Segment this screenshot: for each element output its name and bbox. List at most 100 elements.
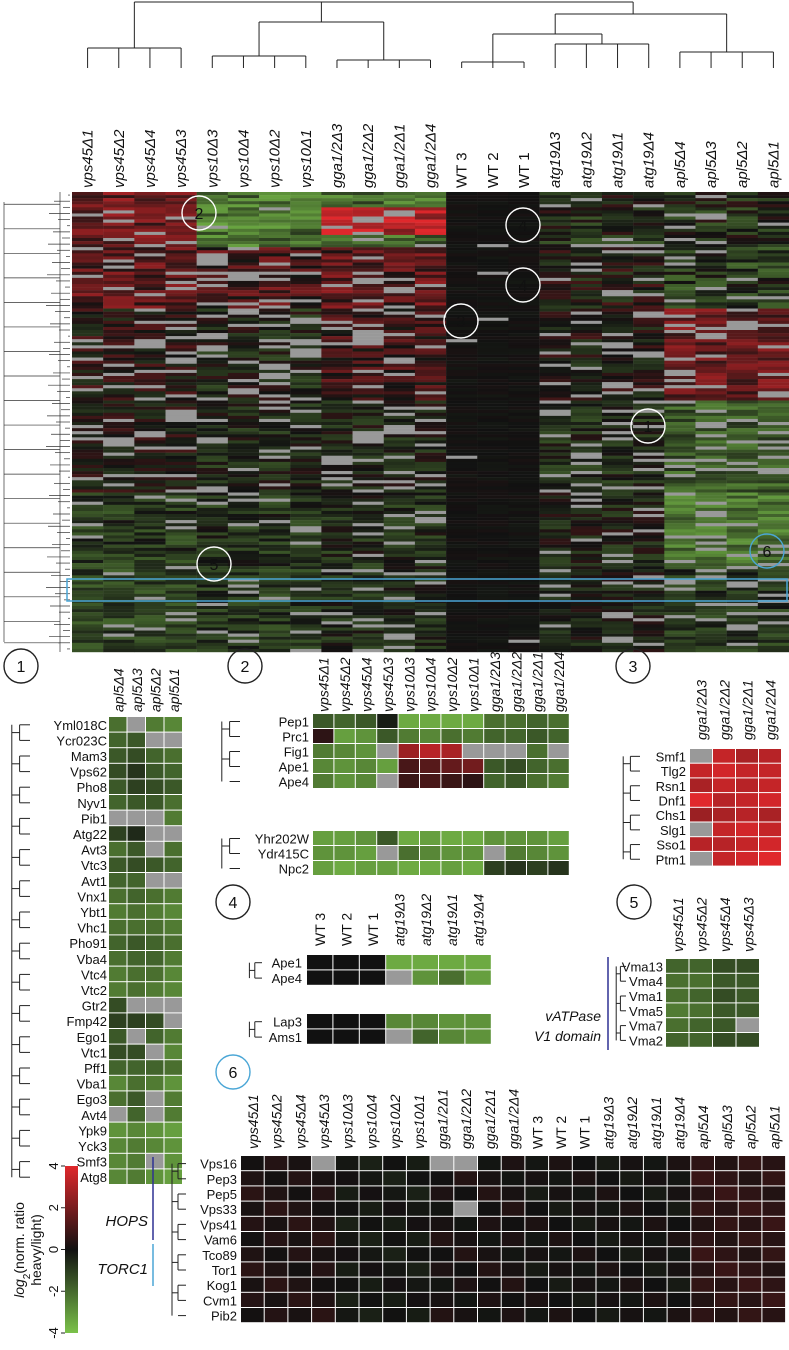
heatmap-cell [726, 268, 759, 272]
heatmap-cell [227, 357, 260, 361]
heatmap-cell [72, 388, 104, 392]
heatmap-cell [633, 305, 665, 309]
heatmap-cell [601, 351, 634, 355]
heatmap-cell [352, 225, 384, 229]
heatmap-cell [695, 452, 727, 456]
heatmap-cell [355, 861, 377, 875]
heatmap-cell [726, 323, 759, 328]
heatmap-cell [290, 357, 322, 361]
heatmap-cell [383, 397, 416, 401]
heatmap-cell [572, 1277, 596, 1292]
column-label: vps10Δ3 [340, 1094, 356, 1149]
heatmap-cell [477, 406, 509, 410]
heatmap-cell [664, 584, 696, 588]
heatmap-cell [465, 955, 491, 970]
heatmap-cell [477, 544, 509, 548]
heatmap-cell [664, 492, 696, 496]
heatmap-cell [695, 219, 727, 223]
heatmap-cell [477, 498, 509, 502]
heatmap-cell [290, 609, 322, 613]
heatmap-cell [726, 336, 759, 340]
heatmap-cell [72, 372, 104, 377]
heatmap-cell [539, 526, 571, 530]
heatmap-cell [420, 729, 441, 743]
heatmap-cell [290, 468, 322, 472]
heatmap-cell [165, 452, 197, 456]
heatmap-cell [383, 428, 416, 432]
heatmap-cell [127, 982, 145, 997]
heatmap-cell [227, 428, 260, 432]
heatmap-cell [134, 547, 166, 551]
heatmap-cell [477, 563, 509, 567]
heatmap-cell [383, 464, 416, 469]
heatmap-cell [726, 241, 759, 245]
heatmap-cell [414, 578, 447, 582]
heatmap-cell [414, 244, 447, 248]
heatmap-cell [414, 514, 447, 518]
column-label: WT 3 [312, 913, 328, 946]
heatmap-cell [352, 314, 384, 318]
heatmap-cell [446, 238, 478, 242]
heatmap-cell [290, 323, 322, 328]
heatmap-cell [290, 553, 322, 558]
heatmap-cell [165, 379, 197, 383]
heatmap-cell [227, 492, 260, 496]
heatmap-cell [264, 1292, 288, 1307]
heatmap-cell [601, 553, 634, 558]
heatmap-cell [477, 234, 509, 239]
heatmap-cell [72, 648, 104, 653]
heatmap-cell [695, 538, 727, 542]
heatmap-cell [72, 529, 104, 533]
heatmap-cell [462, 831, 484, 845]
heatmap-cell [757, 446, 789, 450]
heatmap-cell [321, 250, 353, 254]
heatmap-cell [664, 556, 696, 561]
heatmap-cell [321, 609, 353, 613]
heatmap-cell [146, 1091, 164, 1106]
heatmap-cell [527, 729, 548, 743]
heatmap-cell [601, 471, 634, 475]
heatmap-cell [477, 556, 509, 561]
heatmap-cell [633, 483, 665, 487]
heatmap-cell [539, 606, 571, 610]
heatmap-cell [103, 464, 135, 469]
heatmap-cell [570, 645, 603, 650]
heatmap-cell [726, 529, 759, 533]
heatmap-cell [508, 572, 540, 576]
heatmap-cell [539, 231, 571, 236]
heatmap-cell [321, 431, 353, 435]
heatmap-cell [570, 360, 603, 364]
heatmap-cell [352, 293, 384, 297]
heatmap-cell [72, 241, 104, 245]
heatmap-cell [695, 406, 727, 410]
heatmap-cell [715, 1292, 738, 1307]
heatmap-cell [264, 1262, 288, 1277]
heatmap-cell [633, 348, 665, 352]
heatmap-cell [196, 256, 229, 260]
heatmap-cell [414, 618, 447, 622]
heatmap-cell [601, 238, 634, 242]
heatmap-cell [601, 452, 634, 456]
heatmap-cell [196, 615, 229, 619]
heatmap-cell [508, 618, 540, 622]
heatmap-cell [259, 348, 291, 352]
heatmap-cell [695, 630, 727, 634]
heatmap-cell [134, 379, 166, 383]
heatmap-cell [695, 593, 727, 597]
heatmap-cell [446, 339, 478, 343]
heatmap-cell [259, 308, 291, 312]
heatmap-cell [446, 609, 478, 613]
heatmap-cell [414, 517, 447, 521]
heatmap-cell [164, 748, 182, 763]
heatmap-cell [539, 348, 571, 352]
heatmap-cell [196, 296, 229, 300]
heatmap-cell [134, 461, 166, 466]
heatmap-cell [259, 612, 291, 616]
heatmap-cell [601, 449, 634, 453]
heatmap-cell [352, 342, 384, 346]
heatmap-cell [196, 428, 229, 432]
heatmap-cell [726, 277, 759, 282]
heatmap-cell [383, 529, 416, 533]
heatmap-cell [352, 210, 384, 214]
